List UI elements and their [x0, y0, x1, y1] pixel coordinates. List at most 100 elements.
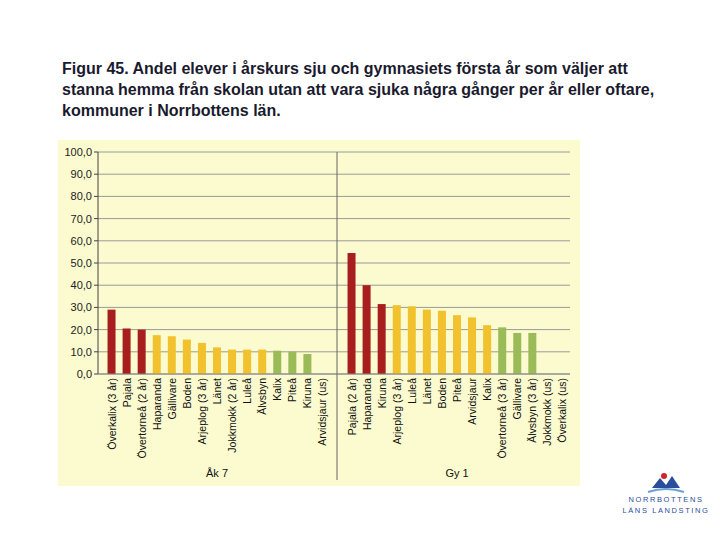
y-tick-label: 40,0 — [71, 279, 92, 291]
bar — [243, 350, 251, 374]
bar — [483, 325, 491, 374]
x-tick-label: Länet — [211, 378, 223, 404]
grid-line — [98, 263, 337, 264]
tick-mark — [94, 152, 98, 153]
x-axis — [337, 374, 570, 375]
grid-line — [98, 174, 337, 175]
x-tick-label: Kalix — [481, 377, 493, 401]
logo-icon — [648, 489, 684, 492]
bar — [123, 328, 131, 374]
x-tick-label: Arvidsjaur (us) — [316, 378, 328, 446]
bar — [213, 347, 221, 374]
bar — [273, 351, 281, 374]
bar — [408, 306, 416, 374]
tick-mark — [94, 285, 98, 286]
grid-line — [337, 374, 570, 375]
bar — [288, 352, 296, 374]
grid-line — [337, 285, 570, 286]
bars — [108, 310, 312, 374]
logo: NORRBOTTENS LÄNS LANDSTING — [623, 473, 710, 515]
bar — [108, 310, 116, 374]
bar — [198, 343, 206, 374]
grid-line — [337, 196, 570, 197]
tick-mark — [94, 351, 98, 352]
bar — [348, 253, 356, 374]
tick-mark — [94, 263, 98, 264]
bar — [513, 333, 521, 374]
grid-line — [98, 240, 337, 241]
y-tick-label: 60,0 — [71, 235, 92, 247]
bar — [423, 310, 431, 374]
x-tick-label: Luleå — [406, 378, 418, 404]
x-tick-label: Kalix — [271, 377, 283, 401]
x-axis — [98, 374, 337, 375]
x-tick-label: Älvsbyn (3 år) — [526, 378, 538, 443]
tick-mark — [94, 174, 98, 175]
x-tick-label: Arjeplog (3 år) — [196, 378, 208, 445]
grid-line — [337, 307, 570, 308]
y-tick-label: 30,0 — [71, 301, 92, 313]
y-tick-label: 80,0 — [71, 190, 92, 202]
y-tick-label: 100,0 — [64, 146, 92, 158]
y-tick-label: 10,0 — [71, 346, 92, 358]
x-axis-label: Gy 1 — [445, 467, 468, 479]
x-tick-label: Boden — [436, 378, 448, 409]
x-tick-label: Överkalix (us) — [556, 378, 568, 443]
grid-line — [337, 240, 570, 241]
bar — [168, 336, 176, 374]
bars — [348, 253, 537, 374]
x-tick-label: Luleå — [241, 378, 253, 404]
bar — [153, 335, 161, 374]
bar — [303, 354, 311, 374]
x-tick-label: Haparanda — [151, 378, 163, 430]
chart-svg: 0,010,020,030,040,050,060,070,080,090,01… — [0, 0, 720, 540]
bar — [528, 333, 536, 374]
tick-mark — [94, 240, 98, 241]
x-axis-label: Åk 7 — [206, 467, 228, 479]
tick-mark — [94, 329, 98, 330]
logo-icon — [661, 473, 667, 479]
x-tick-label: Pajala — [121, 378, 133, 407]
chart-title: Figur 45. Andel elever i årskurs sju och… — [62, 58, 662, 121]
x-tick-label: Överkalix (3 år) — [106, 378, 118, 450]
x-tick-label: Jokkmokk (us) — [541, 378, 553, 446]
x-tick-label: Piteå — [451, 378, 463, 402]
logo-text: LÄNS LANDSTING — [623, 506, 710, 515]
x-tick-label: Boden — [181, 378, 193, 409]
y-tick-label: 50,0 — [71, 257, 92, 269]
x-tick-label: Kiruna — [376, 378, 388, 409]
x-tick-label: Pajala (2 år) — [346, 378, 358, 435]
bar — [438, 311, 446, 374]
x-tick-label: Övertorneå (3 år) — [496, 378, 508, 459]
group-divider — [337, 152, 338, 480]
logo-text: NORRBOTTENS — [628, 495, 703, 504]
y-tick-label: 70,0 — [71, 213, 92, 225]
bar — [363, 285, 371, 374]
x-tick-label: Älvsbyn — [256, 378, 268, 415]
x-tick-label: Jokkmokk (2 år) — [226, 378, 238, 453]
y-axis — [98, 152, 99, 374]
tick-mark — [94, 307, 98, 308]
grid-line — [98, 329, 337, 330]
bar — [468, 317, 476, 374]
bar — [258, 350, 266, 374]
x-tick-label: Haparanda — [361, 378, 373, 430]
bar — [228, 350, 236, 374]
x-tick-label: Länet — [421, 378, 433, 404]
x-tick-label: Arjeplog (3 år) — [391, 378, 403, 445]
grid-line — [98, 285, 337, 286]
x-tick-label: Övertorneå (2 år) — [136, 378, 148, 459]
bar — [183, 340, 191, 374]
tick-mark — [94, 374, 98, 375]
grid-line — [98, 374, 337, 375]
grid-line — [98, 152, 337, 153]
y-tick-label: 20,0 — [71, 324, 92, 336]
grid-line — [98, 218, 337, 219]
x-tick-label: Gällivare — [166, 378, 178, 420]
bar — [138, 330, 146, 374]
x-tick-label: Gällivare — [511, 378, 523, 420]
y-tick-label: 0,0 — [77, 368, 92, 380]
bar — [378, 304, 386, 374]
grid-line — [98, 307, 337, 308]
tick-mark — [94, 196, 98, 197]
